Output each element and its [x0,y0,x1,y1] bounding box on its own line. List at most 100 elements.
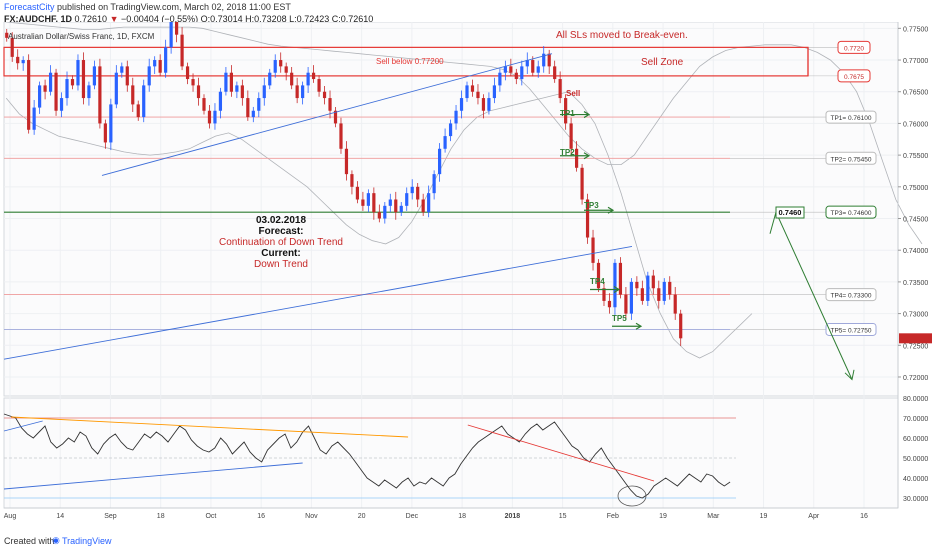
candle-body [70,79,75,86]
candle-body [76,60,80,86]
x-tick-label: Mar [707,513,720,520]
candle-body [377,212,381,219]
candle-body [43,85,47,92]
x-tick-label: 15 [559,513,567,520]
candle-body [432,174,436,194]
candle-body [459,98,464,111]
candle-body [5,32,9,38]
candle-body [421,199,425,213]
candle-body [81,60,86,99]
y-tick-label: 0.72500 [903,343,928,350]
level-label-6: TP5= 0.72750 [830,327,871,334]
candle-body [54,72,58,111]
level-label-box-6 [825,322,877,336]
candle-body [98,66,102,124]
candle-body [158,60,162,73]
level-label-1: 0.7675 [844,74,864,81]
candle-body [333,110,338,124]
candle-body [257,98,261,111]
current-price-tag [899,333,932,344]
tp-arrow-head-2 [583,152,591,160]
y-tick-label: 0.77000 [903,58,928,65]
candle-body [153,60,157,67]
candle-body [185,66,190,80]
rsi-low-circle [617,485,647,507]
x-tick-label: 16 [257,513,265,520]
candle-body [120,66,124,73]
y-tick-label: 0.73500 [903,280,928,287]
candle-body [240,85,244,99]
candle-body [618,262,623,295]
symbol-line: FX:AUDCHF, 1D 0.72610 ▼ −0.00404 (−0.55%… [4,14,373,24]
candle-body [180,34,184,67]
candle-body [350,174,354,187]
candle-body [405,193,409,206]
price-trendline-1 [3,245,633,360]
rsi-line [3,413,731,499]
rsi-trendline-1 [467,424,655,482]
candle-body [136,104,140,118]
tp-arrow-head-3 [607,206,615,214]
candle-body [38,85,42,108]
footer: Created with ◉ TradingView [0,532,932,550]
candle-body [602,288,606,301]
rsi-panel: 80.0000 70.0000 60.0000 50.0000 40.0000 30.00… [3,396,928,507]
rsi-pane [3,397,899,509]
candle-body [569,123,573,149]
candle-body [542,53,546,67]
level-label-4: TP3= 0.74600 [830,210,871,217]
candle-body [596,262,601,289]
rsi-tick-label: 30.0000 [903,496,928,503]
candle-body [317,79,321,92]
candle-body [92,66,97,86]
candle-body [679,313,683,339]
candle-body [580,167,584,200]
x-tick-label: 16 [860,513,868,520]
candle-body [142,85,146,118]
symbol-text: FX:AUDCHF, 1D [4,14,73,24]
candle-body [246,98,250,118]
rsi-tick-label: 80.0000 [903,396,928,403]
level-label-3: TP2= 0.75450 [830,156,871,163]
bollinger-upper-line [6,22,923,245]
published-text: published on TradingView.com, March 02, … [57,2,291,12]
tp-label-4: TP4 [590,277,605,286]
candle-body [564,98,568,124]
price-axis[interactable]: 0.77500 0.77000 0.76500 0.76000 0.75500 0.750… [897,22,932,508]
level-label-box-5 [825,288,877,302]
candle-body [262,85,266,99]
publisher-name[interactable]: ForecastCity [4,2,55,12]
candle-body [311,72,316,80]
candle-body [366,193,370,206]
sl-note: All SLs moved to Break-even. [556,30,688,41]
candle-body [355,186,360,200]
x-tick-label: 14 [56,513,64,520]
candle-body [470,85,475,92]
time-axis[interactable]: Aug 14 Sep 18 Oct 16 Nov 20 Dec 18 2018 15 Feb 19 Mar 1… [4,507,898,520]
x-tick-label: Apr [808,513,820,520]
candle-body [169,22,173,48]
forecast-arrowhead [844,369,855,381]
candle-body [372,193,376,213]
candle-body [668,281,672,295]
x-tick-label: 2018 [505,513,521,520]
forecast-date: 03.02.2018 [256,215,306,226]
price-chart[interactable]: 0.7720 0.7675 TP1= 0.76100 TP2= 0.75450 TP3=… [0,22,932,532]
candle-body [629,281,633,314]
y-tick-label: 0.74500 [903,217,928,224]
tp-label-2: TP2 [560,148,575,157]
candle-body [131,85,135,105]
candle-body [268,72,272,86]
level-label-box-0 [837,40,871,54]
x-tick-label: Nov [305,513,318,520]
candle-body [553,66,557,80]
candle-body [520,66,524,80]
candle-body [191,79,195,86]
tradingview-brand[interactable]: TradingView [62,536,112,546]
candle-body [662,281,666,301]
y-tick-label: 0.76500 [903,90,928,97]
candle-body [339,123,343,149]
candle-body [476,91,480,99]
candle-body [147,66,151,86]
candle-body [383,205,387,219]
